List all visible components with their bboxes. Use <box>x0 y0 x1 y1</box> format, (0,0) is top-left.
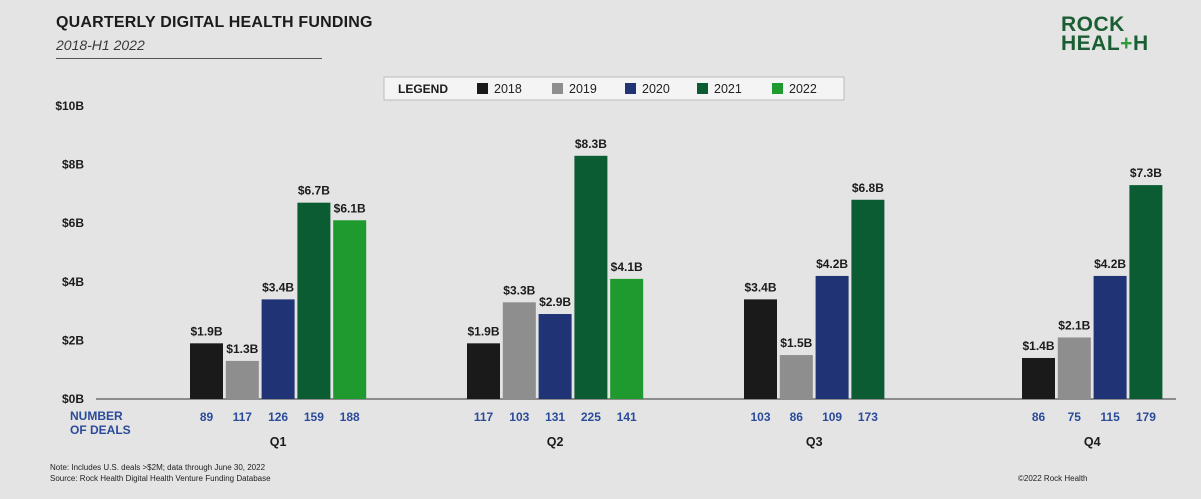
bar-Q2-2021 <box>574 155 608 399</box>
bar-Q3-2020 <box>815 275 849 399</box>
category-label-Q3: Q3 <box>806 435 823 449</box>
legend-box <box>383 76 845 101</box>
bar-Q4-2020 <box>1093 275 1127 399</box>
bar-Q3-2019 <box>779 355 813 399</box>
logo-plus-icon: + <box>1120 32 1133 55</box>
value-label-Q2-2018: $1.9B <box>467 324 499 338</box>
legend-label-2019: 2019 <box>569 82 597 96</box>
value-label-Q2-2022: $4.1B <box>611 260 643 274</box>
rock-health-logo: ROCK HEAL+H <box>1061 13 1161 55</box>
bar-Q1-2020 <box>261 299 295 399</box>
bar-Q4-2018 <box>1022 357 1055 399</box>
y-tick-label: $8B <box>62 158 84 172</box>
bars <box>190 155 1163 399</box>
logo-part-c: H <box>1132 32 1149 55</box>
legend-title: LEGEND <box>398 82 448 96</box>
deals-label-line2: OF DEALS <box>70 423 131 437</box>
legend-label-2020: 2020 <box>642 82 670 96</box>
logo-line-2: HEAL+H <box>1061 32 1161 55</box>
legend-label-2018: 2018 <box>494 82 522 96</box>
deal-count-Q1-2020: 126 <box>268 410 288 424</box>
bar-Q1-2019 <box>225 360 259 399</box>
deal-count-Q1-2019: 117 <box>233 410 253 424</box>
category-label-Q2: Q2 <box>547 435 564 449</box>
footnote: Note: Includes U.S. deals >$2M; data thr… <box>50 463 266 472</box>
deal-count-Q1-2018: 89 <box>200 410 214 424</box>
bar-Q3-2018 <box>744 299 777 399</box>
value-label-Q2-2021: $8.3B <box>575 137 607 151</box>
value-labels: $1.9B $1.3B $3.4B $6.7B $6.1B $1.9B $3.3B $2.9B… <box>190 137 1162 356</box>
value-label-Q4-2020: $4.2B <box>1094 257 1126 271</box>
value-label-Q1-2022: $6.1B <box>334 201 366 215</box>
deal-count-Q2-2020: 131 <box>545 410 565 424</box>
y-tick-label: $2B <box>62 333 84 347</box>
deal-count-Q3-2018: 103 <box>750 410 770 424</box>
bar-Q2-2022 <box>610 278 644 399</box>
value-label-Q1-2020: $3.4B <box>262 280 294 294</box>
deals-label-line1: NUMBER <box>70 409 123 423</box>
legend-swatch-2018 <box>477 83 488 94</box>
logo-line-1: ROCK <box>1061 13 1125 36</box>
legend: LEGEND 2018 2019 2020 2021 2022 <box>383 76 845 101</box>
deal-count-Q2-2018: 117 <box>474 410 494 424</box>
value-label-Q4-2021: $7.3B <box>1130 166 1162 180</box>
deal-count-Q1-2022: 188 <box>340 410 360 424</box>
value-label-Q3-2020: $4.2B <box>816 257 848 271</box>
value-label-Q3-2019: $1.5B <box>780 336 812 350</box>
y-tick-label: $4B <box>62 275 84 289</box>
deal-count-Q2-2022: 141 <box>617 410 637 424</box>
category-label-Q4: Q4 <box>1084 435 1101 449</box>
deal-count-Q3-2021: 173 <box>858 410 878 424</box>
legend-swatch-2021 <box>697 83 708 94</box>
legend-label-2022: 2022 <box>789 82 817 96</box>
deal-count-Q1-2021: 159 <box>304 410 324 424</box>
value-label-Q3-2018: $3.4B <box>744 280 776 294</box>
value-label-Q4-2019: $2.1B <box>1058 318 1090 332</box>
y-tick-label: $10B <box>55 99 84 113</box>
deal-count-Q2-2019: 103 <box>509 410 529 424</box>
title-divider <box>56 58 322 59</box>
bar-Q2-2020 <box>538 314 572 399</box>
legend-swatch-2019 <box>552 83 563 94</box>
category-label-Q1: Q1 <box>270 435 287 449</box>
bar-Q1-2022 <box>333 220 367 399</box>
value-label-Q4-2018: $1.4B <box>1022 339 1054 353</box>
bar-Q2-2018 <box>467 343 500 399</box>
value-label-Q2-2020: $2.9B <box>539 295 571 309</box>
legend-label-2021: 2021 <box>714 82 742 96</box>
value-label-Q1-2021: $6.7B <box>298 184 330 198</box>
deal-count-Q4-2018: 86 <box>1032 410 1046 424</box>
y-tick-label: $0B <box>62 392 84 406</box>
deal-count-Q3-2019: 86 <box>790 410 804 424</box>
y-tick-label: $6B <box>62 216 84 230</box>
legend-swatch-2022 <box>772 83 783 94</box>
value-label-Q3-2021: $6.8B <box>852 181 884 195</box>
chart-subtitle: 2018-H1 2022 <box>56 37 145 53</box>
deal-count-Q4-2021: 179 <box>1136 410 1156 424</box>
legend-swatch-2020 <box>625 83 636 94</box>
chart-title: QUARTERLY DIGITAL HEALTH FUNDING <box>56 14 373 31</box>
deal-count-Q4-2019: 75 <box>1068 410 1082 424</box>
source-note: Source: Rock Health Digital Health Ventu… <box>50 474 271 483</box>
deal-counts: 89 117 126 159 188 Q1 117 103 131 225 141 Q2 103 86 10… <box>70 409 1156 449</box>
copyright: ©2022 Rock Health <box>1018 474 1088 483</box>
bar-Q1-2021 <box>297 202 331 399</box>
value-label-Q2-2019: $3.3B <box>503 283 535 297</box>
deal-count-Q2-2021: 225 <box>581 410 601 424</box>
bar-Q1-2018 <box>190 343 223 399</box>
deal-count-Q3-2020: 109 <box>822 410 842 424</box>
bar-Q4-2021 <box>1129 185 1163 399</box>
value-label-Q1-2019: $1.3B <box>226 342 258 356</box>
deal-count-Q4-2020: 115 <box>1100 410 1120 424</box>
bar-Q4-2019 <box>1057 337 1091 399</box>
value-label-Q1-2018: $1.9B <box>190 324 222 338</box>
bar-Q2-2019 <box>502 302 536 399</box>
bar-Q3-2021 <box>851 199 885 399</box>
logo-part-a: HEAL <box>1061 32 1121 55</box>
